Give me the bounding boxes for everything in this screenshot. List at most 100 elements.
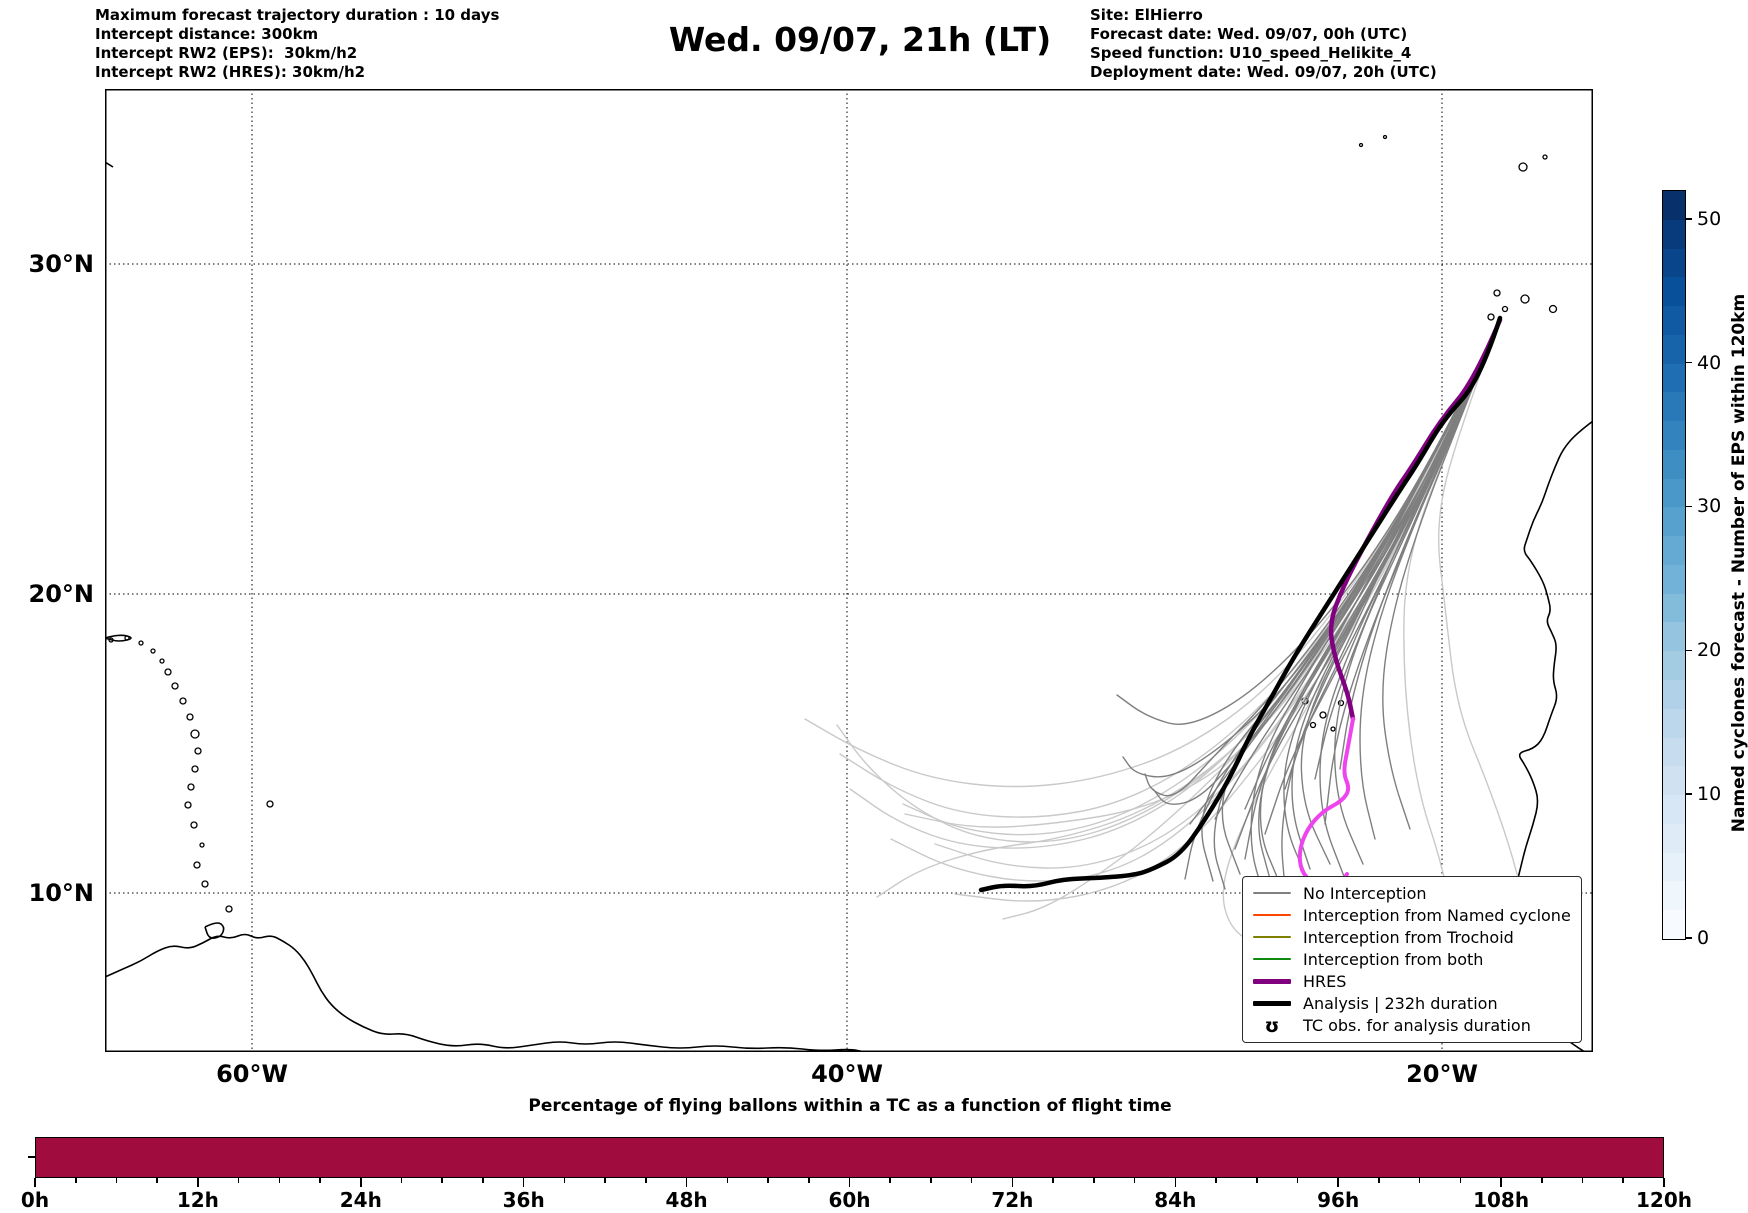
legend-item-label: Interception from Named cyclone [1303, 905, 1571, 925]
legend-line-sample [1253, 914, 1291, 917]
island-outline [1319, 711, 1327, 719]
x-axis-minor-tick [807, 1178, 810, 1183]
colorbar-band [1663, 737, 1685, 767]
colorbar-band [1663, 564, 1685, 594]
site-line: Forecast date: Wed. 09/07, 00h (UTC) [1090, 25, 1408, 43]
x-axis-tick-label: 108h [1473, 1188, 1530, 1212]
x-axis-minor-tick [156, 1178, 158, 1183]
x-axis-tick-label: 120h [1636, 1188, 1692, 1212]
eps-trajectories [1144, 319, 1501, 797]
x-axis-minor-tick [930, 1178, 932, 1183]
colorbar-band [1663, 507, 1685, 537]
island-outline [150, 648, 156, 654]
param-line: Maximum forecast trajectory duration : 1… [95, 6, 500, 24]
x-axis-major-tick [1500, 1178, 1502, 1187]
colorbar-band [1663, 651, 1685, 681]
eps-trajectories [1334, 319, 1501, 865]
run-parameters-text: Maximum forecast trajectory duration : 1… [95, 6, 499, 82]
x-axis-minor-tick [563, 1178, 566, 1183]
eps-trajectories [1359, 319, 1501, 840]
colorbar-tick [1685, 793, 1692, 795]
x-axis-minor-tick [1052, 1178, 1054, 1183]
colorbar-band [1663, 910, 1685, 939]
x-axis-minor-tick [319, 1178, 321, 1183]
map-legend: No Interception Interception from Named c… [1242, 876, 1582, 1043]
colorbar-tick-label: 10 [1697, 783, 1722, 806]
eps-trajectories [1214, 319, 1501, 820]
eps-trajectories-faded [890, 319, 1501, 882]
island-outline [194, 747, 202, 755]
island-outline [1548, 304, 1558, 314]
x-axis-major-tick [34, 1178, 36, 1187]
x-axis-major-tick [848, 1178, 851, 1187]
legend-item: ʊ TC obs. for analysis duration [1253, 1016, 1571, 1036]
x-axis-minor-tick [767, 1178, 769, 1183]
latitude-tick-label: 20°N [28, 580, 94, 608]
x-axis-tick-label: 0h [20, 1188, 50, 1212]
colorbar-band [1663, 449, 1685, 479]
colorbar-band [1663, 421, 1685, 450]
x-axis-major-tick [1663, 1178, 1665, 1187]
island-outline [1382, 134, 1388, 140]
x-axis-tick-label: 72h [991, 1188, 1034, 1212]
coastline [204, 922, 225, 939]
colorbar-band [1663, 708, 1685, 738]
legend-item: Interception from both [1253, 949, 1571, 969]
x-axis-major-tick [1337, 1178, 1339, 1187]
colorbar-band [1663, 536, 1685, 565]
legend-line-sample [1253, 958, 1291, 961]
eps-trajectories [1283, 319, 1501, 885]
x-axis-minor-tick [115, 1178, 118, 1183]
x-axis-minor-tick [1296, 1178, 1299, 1183]
x-axis-major-tick [1011, 1178, 1014, 1187]
island-outline [1520, 294, 1530, 304]
colorbar-band [1663, 191, 1685, 220]
colorbar-band [1663, 363, 1685, 393]
x-axis-minor-tick [604, 1178, 606, 1183]
island-outline [1358, 142, 1364, 148]
legend-key [1253, 892, 1291, 895]
eps-trajectories-faded [904, 319, 1501, 828]
x-axis-minor-tick [1541, 1178, 1543, 1183]
island-outline [138, 640, 144, 646]
island-outline [1493, 289, 1501, 297]
legend-key: ʊ [1253, 1016, 1291, 1035]
island-outline [190, 729, 200, 739]
x-axis-tick-label: 84h [1154, 1188, 1197, 1212]
x-axis-minor-tick [1255, 1178, 1258, 1183]
x-axis-minor-tick [1093, 1178, 1095, 1183]
percentage-bar [35, 1137, 1664, 1178]
legend-item: Analysis | 232h duration [1253, 994, 1571, 1014]
legend-line-sample [1253, 1001, 1291, 1007]
legend-line-sample [1253, 979, 1291, 985]
colorbar-tick-label: 0 [1697, 927, 1710, 949]
island-outline [171, 682, 179, 690]
colorbar-tick-label: 20 [1697, 639, 1722, 662]
eps-trajectories-faded [902, 319, 1501, 836]
x-axis-major-tick [360, 1178, 362, 1187]
site-line: Speed function: U10_speed_Helikite_4 [1090, 44, 1412, 62]
legend-item-label: Interception from Trochoid [1303, 927, 1514, 947]
island-outline [108, 637, 114, 643]
x-axis-tick-label: 60h [828, 1188, 871, 1212]
legend-key [1253, 914, 1291, 917]
site-line: Site: ElHierro [1090, 6, 1203, 24]
latitude-tick-label: 10°N [28, 879, 94, 907]
colorbar-band [1663, 881, 1685, 911]
island-outline [199, 842, 205, 848]
x-axis-minor-tick [1133, 1178, 1136, 1183]
site-info-text: Site: ElHierro Forecast date: Wed. 09/07… [1090, 6, 1437, 82]
colorbar-band [1663, 277, 1685, 307]
eps-trajectories [1300, 319, 1501, 865]
island-outline [1309, 721, 1317, 729]
x-axis-minor-tick [645, 1178, 647, 1183]
eps-trajectories-faded [836, 319, 1501, 843]
eps-trajectories-faded [954, 319, 1501, 902]
x-axis-minor-tick [1459, 1178, 1462, 1183]
map-frame [105, 89, 1593, 1052]
island-outline [1487, 313, 1495, 321]
legend-key [1253, 936, 1291, 939]
x-axis-minor-tick [889, 1178, 892, 1183]
island-outline [193, 861, 201, 869]
legend-item-label: No Interception [1303, 883, 1427, 903]
